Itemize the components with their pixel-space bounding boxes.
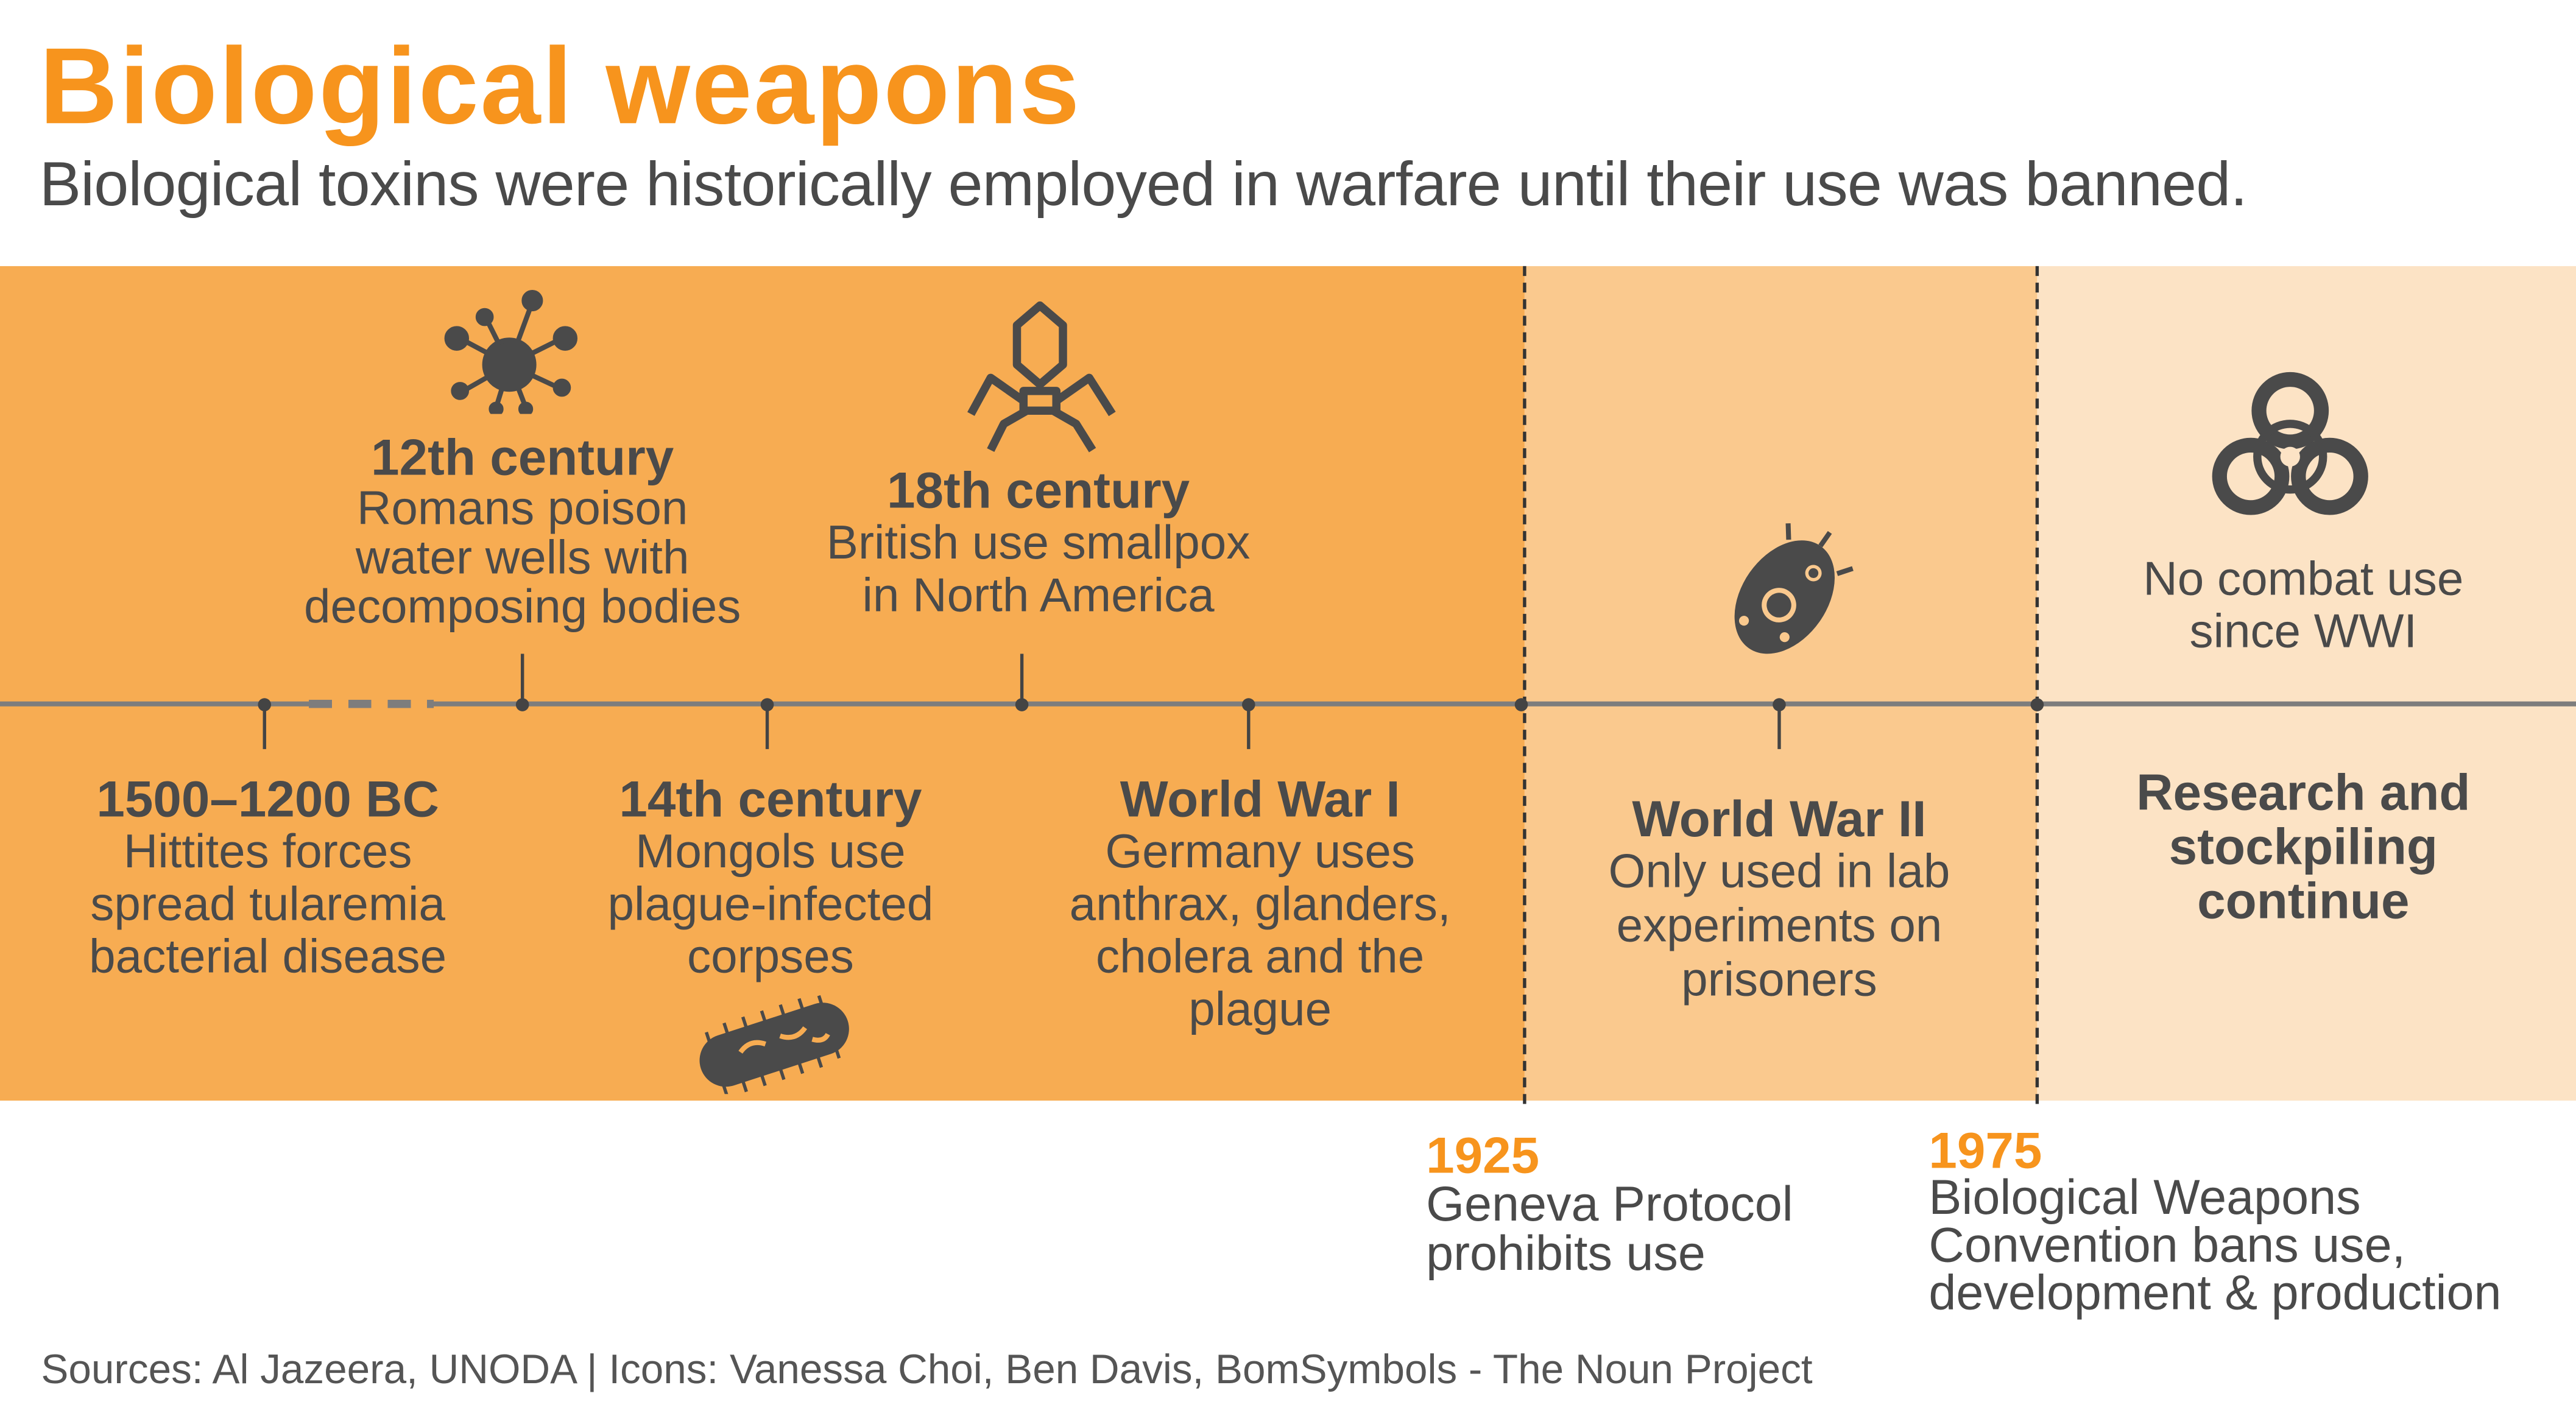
timeline-gap xyxy=(309,699,434,708)
timeline-dot xyxy=(515,697,529,711)
event-line: British use smallpox xyxy=(826,517,1251,570)
tick xyxy=(1247,703,1250,749)
event-line: Romans poison xyxy=(356,482,688,536)
event-line: Mongols use xyxy=(635,826,906,879)
tick xyxy=(521,654,524,703)
milestone-line: development & production xyxy=(1928,1266,2502,1321)
milestone-1975: 1975 Biological Weapons Convention bans … xyxy=(1928,1122,2502,1321)
tick xyxy=(1020,654,1023,703)
milestone-year: 1925 xyxy=(1426,1127,1540,1185)
event-heading: 18th century xyxy=(886,461,1190,520)
subtitle: Biological toxins were historically empl… xyxy=(39,151,2248,220)
tick xyxy=(1777,703,1780,749)
event-18th-century: 18th century British use smallpox in Nor… xyxy=(827,464,1251,623)
event-line: prisoners xyxy=(1681,954,1877,1007)
bacillus-icon xyxy=(699,995,849,1094)
note-line: since WWI xyxy=(2189,606,2418,659)
title: Biological weapons xyxy=(39,24,1081,147)
event-line: bacterial disease xyxy=(89,931,447,984)
event-line: Hittites forces xyxy=(123,826,412,879)
milestone-year: 1975 xyxy=(1928,1122,2042,1180)
timeline-dot xyxy=(1015,697,1029,711)
event-line: in North America xyxy=(862,569,1215,623)
band-before-1925 xyxy=(0,266,1525,1101)
event-line: plague-infected xyxy=(607,878,934,932)
event-line: cholera and the xyxy=(1096,931,1425,984)
event-line: decomposing bodies xyxy=(303,581,741,635)
milestone-line: Geneva Protocol xyxy=(1426,1177,1793,1232)
event-line: spread tularemia xyxy=(90,878,445,932)
virus-icon xyxy=(444,290,578,414)
timeline-dot xyxy=(1514,697,1528,711)
research-note: Research and stockpiling continue xyxy=(2136,766,2470,928)
event-heading: World War II xyxy=(1632,790,1927,848)
milestone-line: prohibits use xyxy=(1426,1227,1706,1281)
bacteriophage-icon xyxy=(967,301,1116,453)
biohazard-icon xyxy=(2212,372,2368,515)
tick xyxy=(766,703,769,749)
milestone-line: Convention bans use, xyxy=(1928,1219,2406,1274)
event-heading: 1500–1200 BC xyxy=(96,770,439,828)
note-line: Research and xyxy=(2136,764,2471,822)
band-1925-1975 xyxy=(1524,266,2038,1101)
note-line: No combat use xyxy=(2143,553,2464,607)
milestone-1925: 1925 Geneva Protocol prohibits use xyxy=(1426,1127,1793,1281)
event-line: anthrax, glanders, xyxy=(1069,878,1451,932)
event-heading: 14th century xyxy=(619,770,922,828)
event-line: corpses xyxy=(686,931,854,984)
event-heading: 12th century xyxy=(371,428,674,487)
divider-1975 xyxy=(2035,266,2039,1104)
event-line: Only used in lab xyxy=(1608,846,1950,899)
event-world-war-2: World War II Only used in lab experiment… xyxy=(1609,792,1950,1009)
timeline-dot xyxy=(1242,697,1255,711)
event-14th-century: 14th century Mongols use plague-infected… xyxy=(607,772,933,984)
timeline-dot xyxy=(258,697,272,711)
timeline-dot xyxy=(760,697,774,711)
event-1500-1200-bc: 1500–1200 BC Hittites forces spread tula… xyxy=(89,772,446,984)
event-12th-century: 12th century Romans poison water wells w… xyxy=(304,431,741,633)
event-line: water wells with xyxy=(355,532,690,585)
milestone-line: Biological Weapons xyxy=(1928,1171,2361,1226)
divider-1925 xyxy=(1523,266,1526,1104)
event-world-war-1: World War I Germany uses anthrax, glande… xyxy=(1070,772,1451,1037)
tick xyxy=(263,703,266,749)
timeline-dot xyxy=(1773,697,1786,711)
event-line: experiments on xyxy=(1616,900,1943,953)
event-line: plague xyxy=(1188,984,1332,1037)
event-heading: World War I xyxy=(1120,770,1400,828)
no-combat-note: No combat use since WWI xyxy=(2143,554,2463,659)
note-line: stockpiling xyxy=(2168,818,2438,876)
band-after-1975 xyxy=(2037,266,2576,1101)
bacterium-icon xyxy=(1734,523,1854,654)
timeline-axis xyxy=(0,701,2576,707)
event-line: Germany uses xyxy=(1105,826,1415,879)
timeline-dot xyxy=(2030,697,2044,711)
sources: Sources: Al Jazeera, UNODA | Icons: Vane… xyxy=(41,1347,1813,1394)
note-line: continue xyxy=(2197,872,2410,930)
